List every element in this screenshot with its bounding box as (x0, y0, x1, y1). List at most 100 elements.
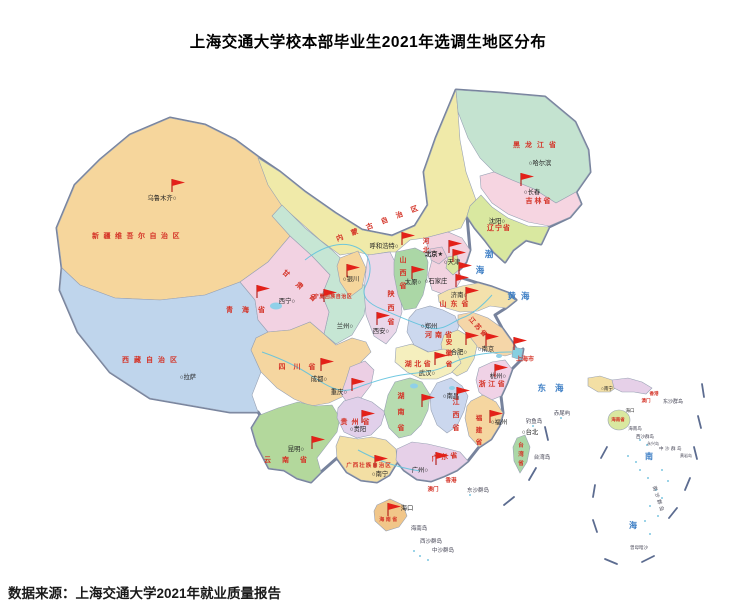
label-isl: 南沙群岛 (651, 485, 666, 514)
flag-icon-shaanxi (376, 312, 390, 325)
islet-dot (639, 439, 641, 441)
flag-icon-fujian (489, 410, 503, 423)
province-hubei (394, 343, 462, 380)
province-fujian (464, 394, 504, 448)
label-prov: 青海省 (226, 305, 274, 314)
nine-dash-segment (668, 507, 678, 519)
province-tianjin (445, 254, 462, 276)
label-prov: 黑龙江省 (513, 140, 561, 149)
flag-icon-yunnan (311, 436, 325, 449)
label-sea: 海 (629, 520, 637, 530)
label-prov: 新疆维吾尔自治区 (92, 231, 184, 240)
provinces (56, 89, 653, 532)
province-guizhou (336, 396, 386, 439)
lake (496, 354, 502, 358)
label-prov: 香港 (649, 390, 659, 397)
label-city: ○贵阳 (350, 424, 366, 433)
label-city: 西宁○ (279, 296, 296, 305)
label-prov: 湖北省 (405, 359, 434, 368)
islet-dot (419, 555, 421, 557)
flag-icon-jiangsu (485, 333, 499, 346)
label-prov: 吉林省 (526, 196, 553, 205)
islet-dot (655, 489, 657, 491)
label-isl: 永兴岛 (647, 440, 659, 446)
nine-dash-segment (604, 558, 618, 565)
nine-dash-segment (503, 496, 515, 506)
label-city: ○天津 (444, 258, 461, 266)
province-ningxia (336, 250, 367, 298)
flag-icon-chongqing (351, 378, 365, 391)
islet-dot (667, 480, 669, 482)
flag-markers (171, 173, 534, 516)
label-prov: 浙江省 (479, 379, 508, 388)
label-city: ○福州 (491, 417, 507, 426)
label-prov: 陕西省 (387, 289, 396, 326)
islet-dot (657, 515, 659, 517)
label-city: 西安○ (373, 326, 390, 335)
flag-icon-anhui (465, 332, 479, 345)
islet-dot (469, 494, 471, 496)
flag-icon-sichuan (320, 358, 334, 371)
label-sea: 东海 (537, 383, 572, 393)
label-prov: 安徽省 (445, 337, 453, 368)
label-sea: 海 (476, 265, 485, 275)
label-isl: 海南岛 (411, 524, 428, 532)
label-city: ○石家庄 (425, 276, 448, 285)
label-city: 广州○ (412, 465, 429, 474)
province-guangxi (335, 435, 398, 483)
flag-icon-guangxi (374, 455, 388, 468)
islet-dot (560, 417, 562, 419)
nine-dash-segment (592, 484, 596, 498)
nine-dash-segment (528, 467, 537, 481)
label-prov: 澳门 (427, 485, 439, 493)
page-title: 上海交通大学校本部毕业生2021年选调生地区分布 (189, 34, 547, 51)
label-city: ○南宁 (601, 385, 613, 391)
label-prov: 海南省 (379, 516, 399, 523)
province-guangdong (395, 441, 469, 482)
island-dots (413, 417, 669, 561)
flag-icon-guizhou (361, 410, 375, 423)
label-city: ○长春 (524, 187, 541, 196)
flag-icon-shanxi (411, 266, 425, 279)
flag-icon-xinjiang (171, 179, 185, 192)
rivers (261, 243, 513, 472)
label-prov: 海南省 (611, 416, 625, 423)
label-city: 成都○ (311, 374, 328, 383)
lake (449, 386, 455, 390)
inset-hainan (607, 409, 631, 431)
label-city: 海口 (401, 503, 414, 512)
label-prov: 河北 (423, 236, 430, 254)
label-city: ○南昌 (443, 391, 459, 400)
province-shanghai (511, 346, 524, 361)
flag-icon-tianjin (458, 262, 472, 275)
label-isl: 东沙群岛 (663, 398, 683, 405)
label-city: 北京★ (425, 249, 444, 258)
label-prov: 上海市 (516, 355, 534, 363)
flag-icon-ningxia (346, 264, 360, 277)
nine-dash-segment (701, 383, 705, 398)
label-isl: 中沙群岛 (432, 546, 455, 554)
label-city: ○郑州 (421, 322, 437, 330)
nine-dash-segment (693, 446, 698, 460)
flag-icon-inner-mongolia (401, 232, 415, 245)
province-shandong (437, 282, 517, 313)
label-city: 海口 (626, 407, 635, 414)
province-shanxi (393, 247, 429, 311)
label-city: ○台北 (522, 427, 539, 436)
label-sea: 南 (645, 451, 653, 461)
label-prov: 台湾省 (517, 441, 524, 467)
label-prov: 贵州省 (341, 417, 374, 426)
flag-icon-hebei-south (455, 274, 469, 287)
label-city: 合肥○ (451, 347, 468, 356)
label-prov: 澳门 (642, 397, 651, 404)
flag-icon-qinghai (256, 285, 270, 298)
label-isl: 台湾岛 (534, 453, 551, 461)
label-prov: 福建省 (475, 413, 483, 446)
label-prov: 河南省 (425, 330, 455, 339)
flag-icon-hainan (387, 503, 401, 516)
province-yunnan (251, 401, 341, 483)
flag-icon-gansu (323, 289, 337, 302)
flag-icon-hunan (421, 394, 435, 407)
